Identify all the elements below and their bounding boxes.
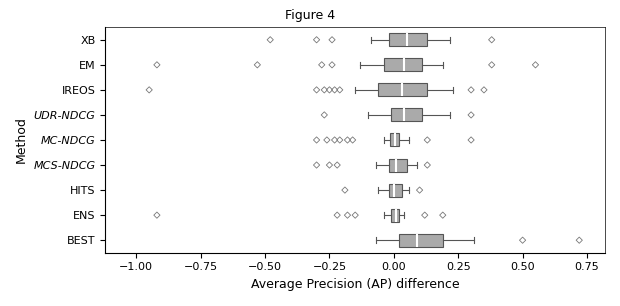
PathPatch shape [389,159,407,172]
Point [531,62,541,67]
Point [330,137,340,142]
Point [479,88,489,92]
Point [335,137,345,142]
Point [312,162,322,167]
PathPatch shape [389,184,402,196]
Point [327,62,337,67]
Point [322,137,332,142]
Point [327,37,337,42]
Point [342,137,352,142]
Point [312,137,322,142]
Point [422,137,432,142]
Point [319,88,329,92]
Point [265,37,275,42]
Point [342,213,352,218]
Y-axis label: Method: Method [15,117,28,163]
Point [324,162,334,167]
PathPatch shape [390,133,399,147]
Point [415,188,425,192]
Point [335,88,345,92]
Point [348,137,358,142]
PathPatch shape [378,83,427,96]
Point [487,62,497,67]
X-axis label: Average Precision (AP) difference: Average Precision (AP) difference [251,278,459,291]
Point [422,162,432,167]
PathPatch shape [384,58,422,71]
Point [574,238,584,243]
Point [340,188,350,192]
PathPatch shape [391,209,399,222]
Point [312,88,322,92]
Point [332,162,342,167]
Point [324,88,334,92]
Point [144,88,154,92]
PathPatch shape [399,234,443,247]
Point [438,213,448,218]
Point [152,213,162,218]
Point [350,213,360,218]
Point [317,62,327,67]
Point [466,137,476,142]
Point [466,113,476,118]
Point [312,37,322,42]
Point [466,88,476,92]
Point [252,62,262,67]
Text: Figure 4: Figure 4 [285,9,335,22]
Point [518,238,528,243]
PathPatch shape [389,33,427,46]
Point [152,62,162,67]
Point [420,213,430,218]
Point [487,37,497,42]
PathPatch shape [391,108,422,121]
Point [332,213,342,218]
Point [330,88,340,92]
Point [319,113,329,118]
